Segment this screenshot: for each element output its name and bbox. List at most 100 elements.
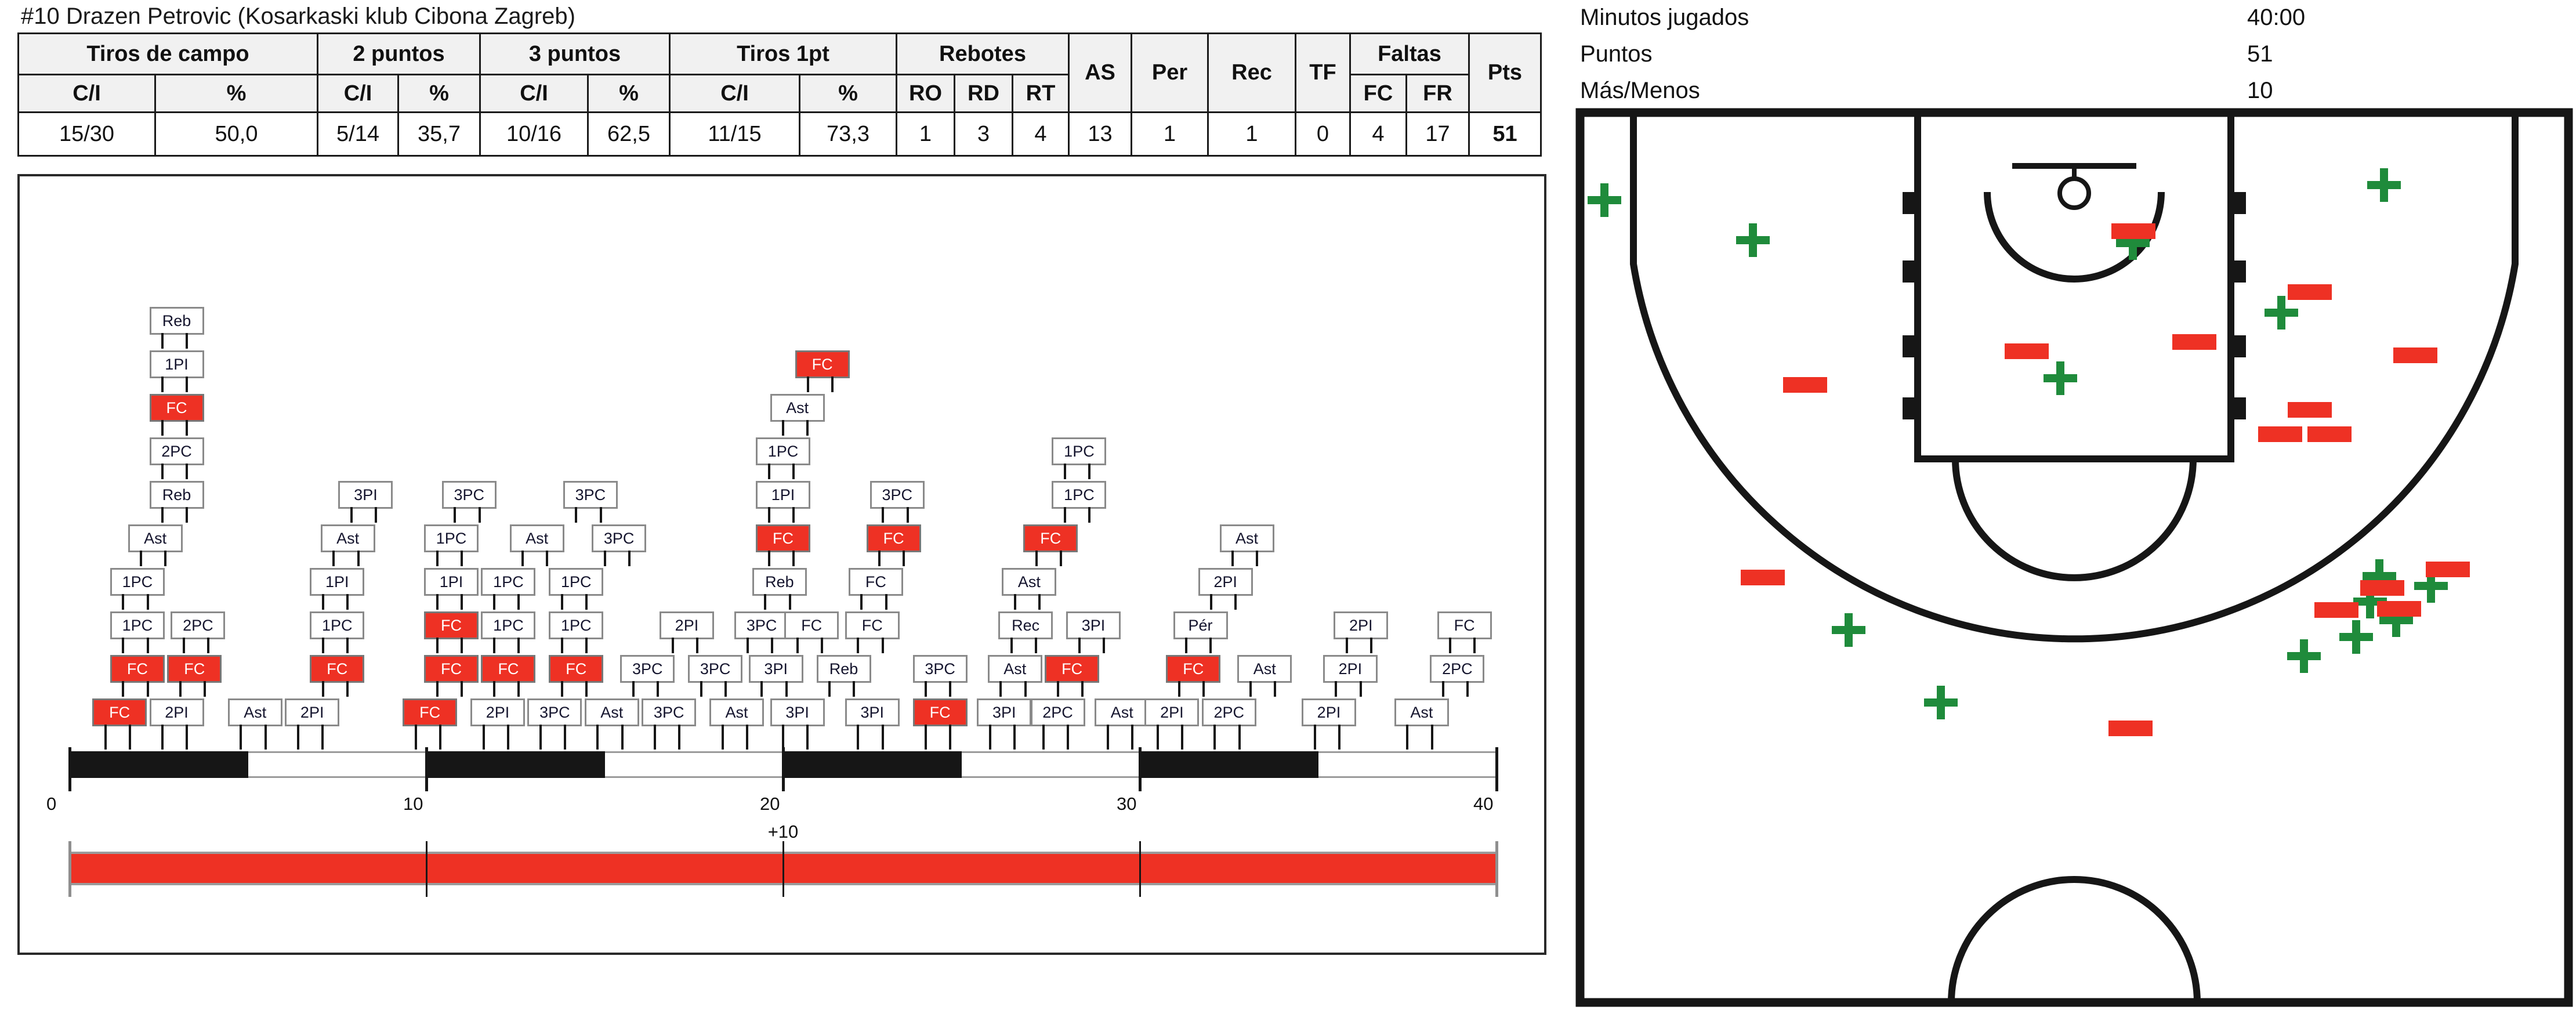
block-mark bbox=[2231, 192, 2246, 214]
event-connector-line bbox=[186, 725, 189, 750]
event-connector-line bbox=[321, 681, 324, 697]
event-connector-line bbox=[1238, 725, 1241, 750]
event-connector-line bbox=[375, 507, 378, 523]
event-connector-line bbox=[1335, 681, 1338, 697]
event-box: 3PI bbox=[748, 655, 803, 697]
event-connector-line bbox=[1088, 507, 1091, 523]
event-connector-line bbox=[1106, 725, 1109, 750]
stats-group-header: Tiros 1pt bbox=[669, 32, 897, 75]
event-connector-line bbox=[806, 725, 809, 750]
event-connector-line bbox=[186, 464, 189, 479]
event-connector-line bbox=[478, 507, 481, 523]
key-paint-rect bbox=[1914, 109, 2234, 462]
event-box: 2PC bbox=[1201, 698, 1256, 750]
block-mark bbox=[1903, 192, 1918, 214]
shot-made-plus-icon bbox=[1832, 613, 1865, 647]
event-connector-line bbox=[122, 594, 125, 610]
shot-missed-minus-icon bbox=[2288, 402, 2332, 418]
info-row-points: Puntos 51 bbox=[1580, 41, 2566, 69]
event-connector-line bbox=[346, 594, 349, 610]
event-connector-line bbox=[585, 638, 588, 653]
stats-col-header: FC bbox=[1349, 74, 1407, 113]
event-box: 1PC bbox=[549, 568, 604, 610]
event-box: 2PC bbox=[1030, 698, 1085, 750]
stats-value-cell: 5/14 bbox=[317, 111, 399, 157]
event-connector-line bbox=[414, 725, 417, 750]
event-connector-line bbox=[122, 638, 125, 653]
event-connector-line bbox=[207, 638, 210, 653]
event-box: 2PC bbox=[1430, 655, 1485, 697]
minutes-played-label: Minutos jugados bbox=[1580, 5, 1749, 30]
event-box: Ast bbox=[320, 524, 375, 566]
event-box: FC bbox=[784, 611, 839, 653]
event-box: 3PC bbox=[527, 698, 582, 750]
plusminus-value: 10 bbox=[2247, 78, 2273, 103]
event-connector-line bbox=[1156, 725, 1159, 750]
block-mark bbox=[2231, 397, 2246, 419]
event-connector-line bbox=[1035, 551, 1038, 566]
plusminus-tick bbox=[1139, 841, 1141, 897]
event-connector-line bbox=[1081, 681, 1084, 697]
timeline-ruler-black-segment bbox=[783, 751, 962, 778]
event-connector-line bbox=[161, 420, 164, 436]
plusminus-end-tick bbox=[68, 841, 71, 897]
event-box: Rec bbox=[998, 611, 1053, 653]
event-box: 3PC bbox=[563, 481, 618, 523]
block-mark bbox=[2231, 335, 2246, 357]
timeline-axis-tick bbox=[425, 747, 428, 791]
stats-value-cell: 73,3 bbox=[799, 111, 897, 157]
plusminus-end-tick bbox=[1495, 841, 1498, 897]
event-connector-line bbox=[807, 377, 810, 392]
shot-missed-minus-icon bbox=[2307, 426, 2352, 442]
stats-group-header: Tiros de campo bbox=[17, 32, 318, 75]
event-connector-line bbox=[1345, 638, 1348, 653]
event-box: 1PI bbox=[149, 350, 204, 392]
points-label: Puntos bbox=[1580, 41, 1653, 67]
shot-made-plus-icon bbox=[2367, 168, 2401, 202]
court-border bbox=[1575, 108, 2573, 1007]
event-box-foul-red: FC bbox=[756, 524, 810, 566]
event-connector-line bbox=[321, 638, 324, 653]
event-connector-line bbox=[1078, 638, 1081, 653]
event-connector-line bbox=[881, 725, 884, 750]
event-connector-line bbox=[828, 681, 831, 697]
free-throw-arc bbox=[1952, 458, 2197, 581]
stats-value-cell: 1 bbox=[1207, 111, 1296, 157]
event-box: FC bbox=[845, 611, 900, 653]
event-box: Ast bbox=[1237, 655, 1292, 697]
event-connector-line bbox=[885, 594, 887, 610]
event-connector-line bbox=[1338, 725, 1340, 750]
event-box-foul-red: FC bbox=[149, 394, 204, 436]
event-connector-line bbox=[517, 638, 520, 653]
event-connector-line bbox=[439, 725, 441, 750]
stats-col-header: % bbox=[799, 74, 897, 113]
event-connector-line bbox=[560, 681, 563, 697]
event-connector-line bbox=[767, 551, 770, 566]
stats-value-cell: 1 bbox=[896, 111, 955, 157]
event-connector-line bbox=[695, 638, 698, 653]
event-connector-line bbox=[161, 464, 164, 479]
event-connector-line bbox=[179, 681, 182, 697]
event-box: Reb bbox=[816, 655, 871, 697]
shot-missed-minus-icon bbox=[2005, 343, 2049, 359]
event-connector-line bbox=[164, 551, 167, 566]
event-box: Ast bbox=[1219, 524, 1274, 566]
event-box: FC bbox=[848, 568, 903, 610]
event-box-foul-red: FC bbox=[310, 655, 365, 697]
event-box: 3PC bbox=[642, 698, 697, 750]
stats-group-header: 2 puntos bbox=[317, 32, 481, 75]
event-box: 2PI bbox=[149, 698, 204, 750]
event-connector-line bbox=[1249, 681, 1252, 697]
event-connector-line bbox=[767, 464, 770, 479]
event-connector-line bbox=[949, 681, 952, 697]
event-connector-line bbox=[746, 638, 749, 653]
stats-group-header: Pts bbox=[1468, 32, 1542, 113]
stats-table: Tiros de campo 2 puntos 3 puntos Tiros 1pt R… bbox=[17, 32, 1542, 157]
event-box: 1PC bbox=[110, 568, 165, 610]
event-box-foul-red: FC bbox=[1045, 655, 1100, 697]
event-connector-line bbox=[521, 551, 524, 566]
shot-missed-minus-icon bbox=[1741, 570, 1785, 585]
event-box: Ast bbox=[1394, 698, 1449, 750]
event-connector-line bbox=[161, 377, 164, 392]
